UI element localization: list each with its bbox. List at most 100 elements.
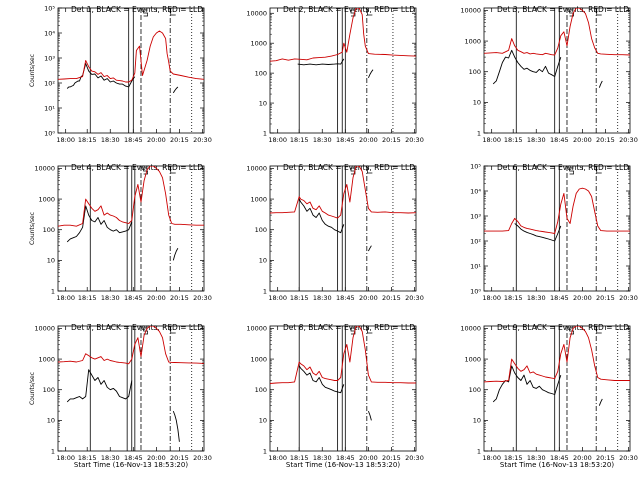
- x-tick-label: 20:00: [573, 294, 592, 302]
- x-axis-label: Start Time (16-Nov-13 18:53:20): [74, 461, 188, 469]
- x-tick-label: 20:00: [359, 294, 378, 302]
- y-tick-label: 10000: [34, 165, 55, 173]
- series-events-line: [514, 223, 562, 242]
- x-tick-label: 20:00: [147, 136, 166, 144]
- marker-l: [170, 9, 176, 16]
- x-tick-label: 18:15: [78, 454, 97, 462]
- panel-2: Det 2, BLACK = Events, RED = LLD 1 10 100 10…: [246, 5, 424, 144]
- y-tick-label: 10: [473, 99, 481, 107]
- x-tick-label: 18:30: [527, 136, 546, 144]
- chart-title: Det 4, BLACK = Events, RED = LLD: [71, 163, 203, 172]
- plot-area: [484, 326, 630, 451]
- marker-l: [596, 9, 602, 16]
- x-tick-label: 18:00: [56, 454, 75, 462]
- y-tick-label: 10¹: [470, 262, 481, 270]
- x-tick-label: 18:45: [550, 136, 569, 144]
- chart-title: Det 5, BLACK = Events, RED = LLD: [283, 163, 415, 172]
- panel-3: Det 3, BLACK = Events, RED = LLD 1 10 100 10…: [460, 5, 638, 144]
- y-tick-label: 1: [263, 287, 267, 295]
- x-tick-label: 18:45: [124, 294, 143, 302]
- plot-frame: [57, 325, 205, 452]
- y-tick-label: 10²: [44, 79, 55, 87]
- y-tick-label: 1000: [38, 195, 55, 203]
- plot-area: [270, 326, 416, 451]
- y-tick-label: 1: [263, 129, 267, 137]
- x-tick-label: 18:15: [504, 136, 523, 144]
- chart-title: Det 7, BLACK = Events, RED = LLD: [71, 323, 203, 332]
- series-lld-line: [58, 326, 204, 365]
- x-tick-label: 20:15: [382, 136, 401, 144]
- y-tick-label: 10⁵: [470, 162, 481, 170]
- x-tick-label: 18:15: [78, 294, 97, 302]
- y-tick-label: 10⁴: [470, 187, 481, 195]
- x-tick-label: 18:45: [124, 136, 143, 144]
- marker-s: [350, 9, 356, 17]
- x-tick-label: 20:15: [382, 294, 401, 302]
- series-events-line: [298, 198, 345, 234]
- x-tick-label: 20:15: [382, 454, 401, 462]
- plot-area: [484, 166, 630, 291]
- y-tick-label: 100: [469, 68, 481, 76]
- y-tick-label: 10⁰: [44, 129, 55, 137]
- series-lld-line: [270, 166, 416, 219]
- series-events-line: [172, 247, 179, 261]
- x-tick-label: 20:15: [170, 454, 189, 462]
- marker-s: [143, 167, 148, 175]
- series-events-line: [297, 58, 345, 66]
- x-tick-label: 20:30: [193, 294, 212, 302]
- x-tick-label: 18:00: [268, 136, 287, 144]
- plot-area: [58, 326, 204, 451]
- x-tick-label: 18:00: [56, 294, 75, 302]
- series-events-line: [368, 245, 372, 252]
- panel-9: Det 9, BLACK = Events, RED = LLD 1 10 100 10…: [460, 323, 638, 469]
- x-tick-label: 18:00: [268, 454, 287, 462]
- x-tick-label: 18:15: [290, 294, 309, 302]
- marker-l: [367, 327, 373, 334]
- y-tick-label: 10¹: [44, 104, 55, 112]
- series-lld-line: [484, 8, 630, 56]
- y-tick-label: 100: [43, 386, 55, 394]
- x-tick-label: 18:15: [290, 136, 309, 144]
- x-tick-label: 20:30: [193, 454, 212, 462]
- plot-frame: [57, 165, 205, 292]
- x-tick-label: 20:00: [573, 454, 592, 462]
- series-events-line: [598, 398, 603, 406]
- plot-frame: [483, 325, 631, 452]
- y-tick-label: 10⁵: [44, 4, 55, 12]
- series-events-line: [598, 80, 603, 88]
- x-tick-label: 18:30: [101, 294, 120, 302]
- y-tick-label: 10⁴: [44, 29, 55, 37]
- marker-l: [170, 167, 176, 174]
- x-tick-label: 18:00: [482, 454, 501, 462]
- x-tick-label: 18:00: [482, 136, 501, 144]
- marker-s: [569, 327, 574, 335]
- series-events-line: [172, 86, 179, 94]
- marker-l: [596, 327, 602, 334]
- x-tick-label: 18:15: [504, 454, 523, 462]
- x-tick-label: 18:45: [550, 454, 569, 462]
- y-axis-label: Counts/sec: [29, 54, 36, 87]
- plot-frame: [269, 7, 417, 134]
- x-tick-label: 20:15: [170, 136, 189, 144]
- y-tick-label: 100: [255, 386, 267, 394]
- series-events-line: [298, 365, 345, 394]
- series-events-line: [492, 365, 562, 403]
- x-tick-label: 20:15: [596, 454, 615, 462]
- y-tick-label: 100: [255, 226, 267, 234]
- y-tick-label: 10000: [246, 325, 267, 333]
- panel-1: Det 1, BLACK = Events, RED = LLD 10⁰ 10¹ 10…: [29, 4, 212, 144]
- x-axis-label: Start Time (16-Nov-13 18:53:20): [286, 461, 400, 469]
- y-tick-label: 10³: [44, 54, 55, 62]
- x-tick-label: 18:45: [336, 136, 355, 144]
- panel-7: Det 7, BLACK = Events, RED = LLD 1 10 100 10…: [29, 323, 212, 469]
- panel-6: Det 6, BLACK = Events, RED = LLD 10⁰ 10¹ 10…: [470, 162, 638, 302]
- series-lld-line: [484, 326, 630, 383]
- marker-l: [367, 167, 373, 174]
- x-tick-label: 20:00: [573, 136, 592, 144]
- y-tick-label: 1: [477, 129, 481, 137]
- marker-l: [367, 9, 373, 16]
- plot-frame: [483, 7, 631, 134]
- x-tick-label: 18:30: [101, 136, 120, 144]
- x-tick-label: 20:30: [193, 136, 212, 144]
- y-tick-label: 10000: [246, 10, 267, 18]
